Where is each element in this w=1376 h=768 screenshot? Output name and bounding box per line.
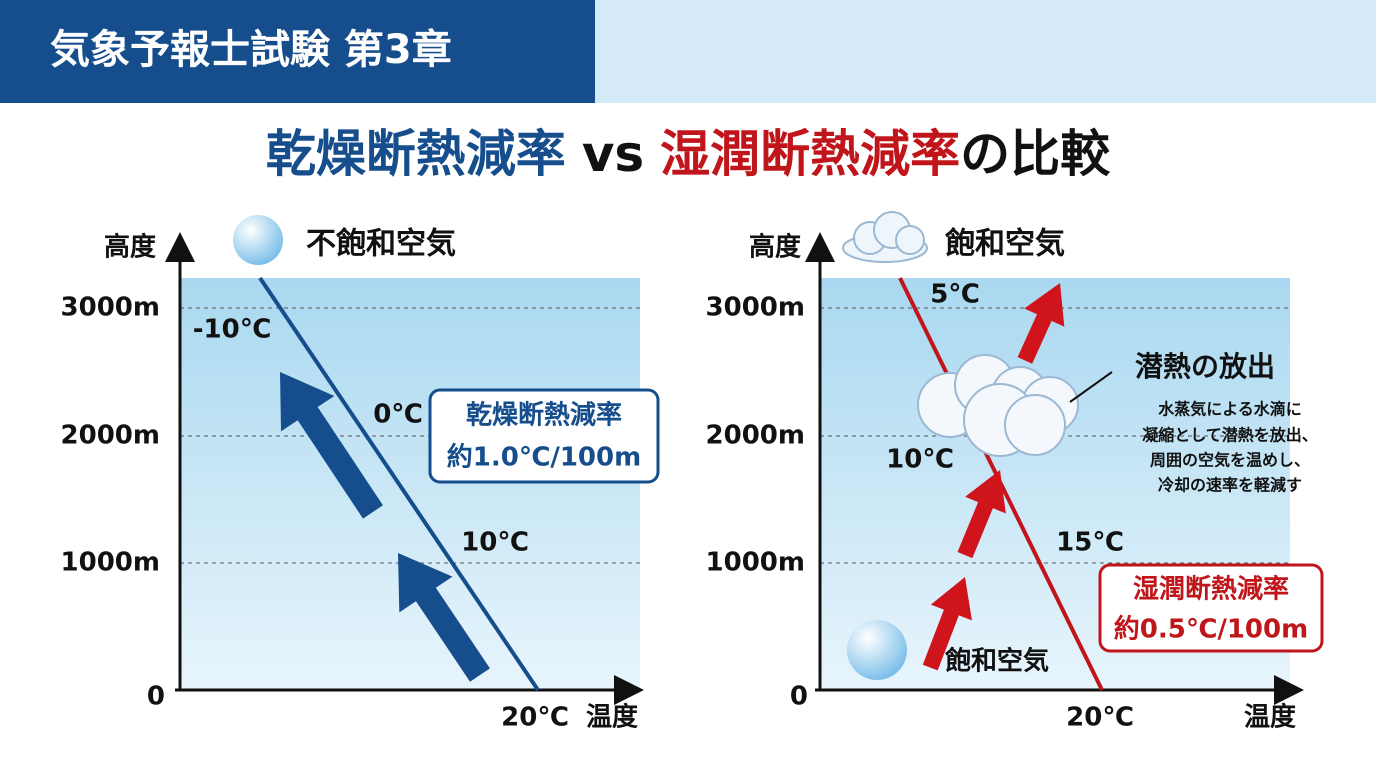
cloud-icon <box>842 211 928 263</box>
droplet-icon <box>847 620 907 680</box>
rate-box-value: 約1.0℃/100m <box>447 442 641 473</box>
x-axis-label: 温度 <box>586 702 638 733</box>
air-label: 不飽和空気 <box>306 227 456 262</box>
y-tick-label: 0 <box>790 682 808 712</box>
y-tick-label: 1000m <box>706 548 805 578</box>
rising-arrow <box>922 577 972 671</box>
rising-arrow <box>1017 283 1065 364</box>
note-line: 水蒸気による水滴に <box>1158 400 1302 419</box>
header-box <box>0 0 595 103</box>
temp-label: 15℃ <box>1056 528 1124 558</box>
temp-label: 5℃ <box>930 280 980 310</box>
title-dry: 乾燥断熱減率 <box>266 125 566 183</box>
y-axis-label: 高度 <box>104 232 156 263</box>
title-moist: 湿潤断熱減率 <box>660 125 960 183</box>
temp-label: 10℃ <box>886 445 954 475</box>
slide-title: 乾燥断熱減率 vs 湿潤断熱減率の比較 <box>266 125 1111 183</box>
y-tick-label: 3000m <box>706 293 805 323</box>
note-line: 凝縮として潜熱を放出、 <box>1142 426 1318 445</box>
rising-arrow <box>280 372 383 519</box>
y-tick-label: 0 <box>147 682 165 712</box>
panel-dry: 高度 3000m 2000m 1000m 0 温度 不飽和空気 -10℃ 0℃ … <box>61 215 660 733</box>
panel-moist: 高度 3000m 2000m 1000m 0 温度 飽和空気 5℃ 10℃ 15… <box>706 211 1324 733</box>
note-line: 周囲の空気を温めし、 <box>1150 451 1310 470</box>
bottom-air-label: 飽和空気 <box>945 646 1049 677</box>
rate-box <box>428 388 660 484</box>
temp-label: 20℃ <box>501 703 569 733</box>
rate-box <box>1098 563 1324 653</box>
rising-arrow <box>398 553 490 682</box>
title-vs: vs <box>582 125 644 183</box>
y-tick-label: 2000m <box>61 421 160 451</box>
note-line: 冷却の速率を軽減す <box>1158 476 1302 495</box>
note-title: 潜熱の放出 <box>1135 350 1275 383</box>
y-tick-label: 3000m <box>61 293 160 323</box>
y-axis-label: 高度 <box>749 232 801 263</box>
temp-label: 20℃ <box>1066 703 1134 733</box>
droplet-icon <box>233 215 283 265</box>
title-suffix: の比較 <box>960 125 1111 183</box>
header-title: 気象予報士試験 第3章 <box>50 27 452 73</box>
note-pointer <box>1069 371 1113 403</box>
rate-box-title: 湿潤断熱減率 <box>1133 574 1289 605</box>
y-tick-label: 1000m <box>61 548 160 578</box>
temp-label: 10℃ <box>461 528 529 558</box>
y-tick-label: 2000m <box>706 421 805 451</box>
rate-box-title: 乾燥断熱減率 <box>466 400 622 431</box>
rate-box-value: 約0.5℃/100m <box>1114 614 1308 645</box>
cloud-cluster <box>917 354 1079 457</box>
dry-adiabat-line <box>258 276 540 692</box>
temp-label: -10℃ <box>193 315 271 345</box>
temp-label: 0℃ <box>373 400 423 430</box>
rising-arrow <box>957 470 1006 559</box>
plot-area <box>180 278 640 690</box>
x-axis-label: 温度 <box>1244 702 1296 733</box>
air-label: 飽和空気 <box>945 227 1065 262</box>
